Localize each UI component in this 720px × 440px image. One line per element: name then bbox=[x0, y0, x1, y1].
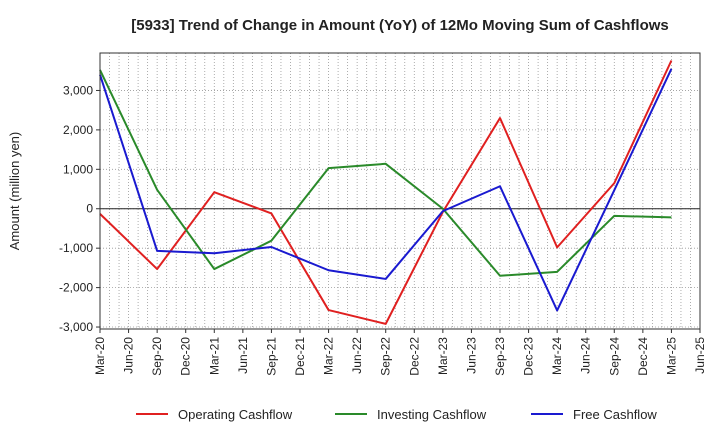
x-tick-label: Dec-20 bbox=[179, 337, 193, 376]
y-tick-label: 2,000 bbox=[63, 123, 93, 137]
x-tick-label: Sep-23 bbox=[493, 337, 507, 376]
x-tick-label: Jun-23 bbox=[464, 337, 478, 374]
x-tick-label: Jun-22 bbox=[350, 337, 364, 374]
y-tick-label: -2,000 bbox=[59, 281, 93, 295]
x-tick-label: Jun-20 bbox=[122, 337, 136, 374]
x-tick-label: Sep-20 bbox=[150, 337, 164, 376]
x-tick-label: Dec-22 bbox=[407, 337, 421, 376]
legend-label: Investing Cashflow bbox=[377, 407, 487, 422]
x-tick-label: Sep-24 bbox=[607, 337, 621, 376]
series-line-free-cashflow bbox=[99, 68, 673, 312]
chart-title: [5933] Trend of Change in Amount (YoY) o… bbox=[131, 17, 669, 34]
x-tick-label: Dec-24 bbox=[636, 337, 650, 376]
x-axis: Mar-20 Jun-20 Sep-20 Dec-20 Mar-21 Jun-21 Sep-… bbox=[93, 329, 707, 376]
legend-item: Operating Cashflow bbox=[136, 407, 293, 422]
y-tick-label: 0 bbox=[86, 202, 93, 216]
series-line-operating-cashflow bbox=[99, 60, 673, 325]
legend-label: Operating Cashflow bbox=[178, 407, 293, 422]
plot-frame bbox=[99, 52, 701, 330]
legend: Operating Cashflow Investing Cashflow Free… bbox=[136, 407, 657, 422]
x-tick-label: Jun-24 bbox=[579, 337, 593, 374]
x-tick-label: Dec-23 bbox=[522, 337, 536, 376]
legend-item: Free Cashflow bbox=[531, 407, 657, 422]
y-axis: -3,000 -2,000 -1,000 0 1,000 2,000 3,000 bbox=[59, 83, 100, 334]
x-tick-label: Mar-23 bbox=[436, 337, 450, 375]
x-tick-label: Mar-21 bbox=[207, 337, 221, 375]
series-line-investing-cashflow bbox=[99, 69, 672, 277]
grid-layer bbox=[99, 53, 700, 329]
plot-area bbox=[100, 53, 700, 329]
y-tick-label: -3,000 bbox=[59, 320, 93, 334]
x-tick-label: Mar-25 bbox=[664, 337, 678, 375]
series-layer bbox=[99, 60, 673, 325]
y-tick-label: 1,000 bbox=[63, 162, 93, 176]
y-tick-label: 3,000 bbox=[63, 83, 93, 97]
x-tick-label: Dec-21 bbox=[293, 337, 307, 376]
x-tick-label: Sep-21 bbox=[264, 337, 278, 376]
x-tick-label: Mar-20 bbox=[93, 337, 107, 375]
x-tick-label: Jun-21 bbox=[236, 337, 250, 374]
y-tick-label: -1,000 bbox=[59, 241, 93, 255]
legend-label: Free Cashflow bbox=[573, 407, 657, 422]
x-tick-label: Sep-22 bbox=[379, 337, 393, 376]
y-axis-label: Amount (million yen) bbox=[7, 132, 22, 251]
legend-item: Investing Cashflow bbox=[335, 407, 487, 422]
x-tick-label: Mar-24 bbox=[550, 337, 564, 375]
x-tick-label: Mar-22 bbox=[322, 337, 336, 375]
x-tick-label: Jun-25 bbox=[693, 337, 707, 374]
